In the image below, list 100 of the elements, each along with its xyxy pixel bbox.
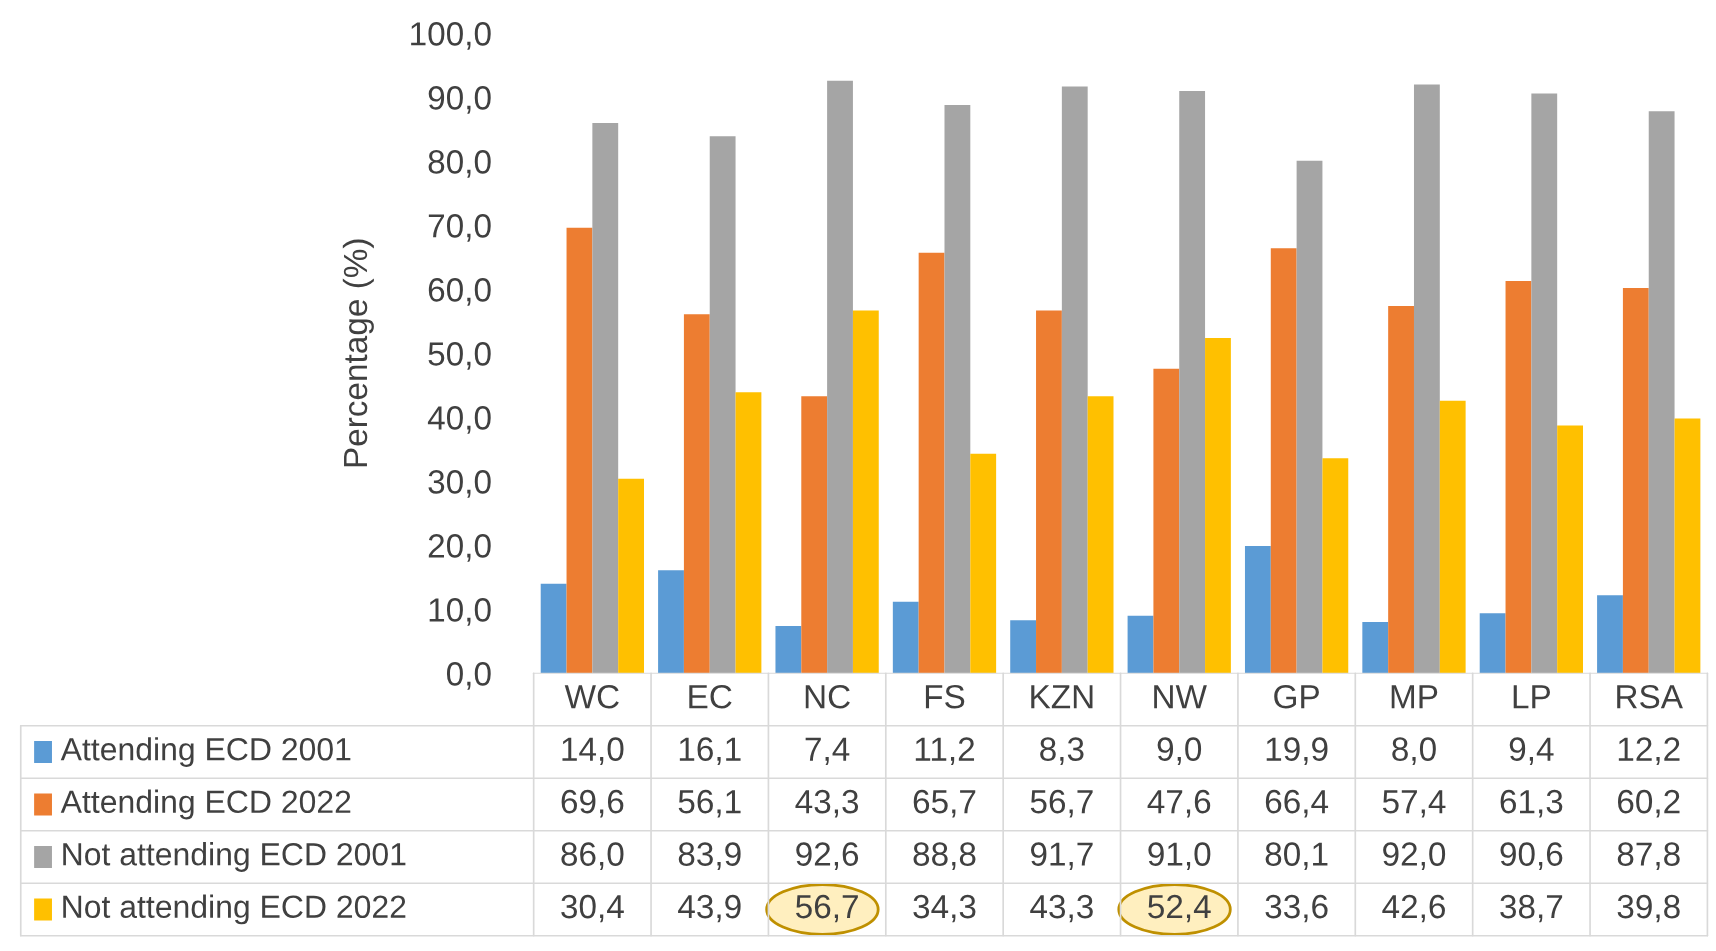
bar — [1622, 288, 1649, 674]
bar — [1244, 545, 1271, 674]
legend-label: Not attending ECD 2001 — [63, 842, 406, 872]
bar — [683, 314, 710, 674]
data-label: 52,4 — [1148, 894, 1211, 923]
bar — [1388, 305, 1414, 674]
data-label: 16,1 — [679, 737, 741, 765]
x-tick-label: MP — [1391, 685, 1438, 709]
data-label: 60,2 — [1617, 789, 1680, 818]
bar — [658, 570, 684, 674]
y-tick-label: 80,0 — [428, 150, 491, 178]
data-label: 61,3 — [1500, 789, 1563, 818]
bar — [1505, 280, 1532, 674]
bar — [540, 583, 567, 674]
data-label: 9,0 — [1157, 737, 1202, 765]
data-label: 9,4 — [1509, 737, 1554, 765]
data-label: 57,4 — [1382, 790, 1446, 818]
legend-label: Attending ECD 2001 — [60, 737, 351, 767]
data-label: 30,4 — [561, 894, 624, 923]
data-label: 39,8 — [1617, 894, 1680, 923]
data-label: 91,0 — [1148, 842, 1211, 870]
bar — [1322, 458, 1349, 674]
data-label: 43,3 — [1030, 894, 1093, 923]
x-tick-label: WC — [564, 684, 619, 709]
y-axis-title: Percentage (%) — [342, 239, 374, 467]
data-label: 66,4 — [1265, 789, 1329, 818]
y-tick-label: 40,0 — [427, 406, 491, 434]
bar — [592, 122, 619, 674]
y-tick-label: 90,0 — [428, 86, 491, 114]
y-tick-label: 10,0 — [429, 598, 491, 626]
data-label: 8,0 — [1392, 737, 1436, 765]
data-label: 12,2 — [1618, 737, 1680, 765]
x-tick-label: LP — [1513, 685, 1550, 709]
data-label: 56,7 — [796, 894, 858, 923]
data-label: 88,8 — [913, 842, 976, 870]
bar — [1179, 90, 1206, 674]
bar — [1597, 595, 1623, 674]
bar — [618, 478, 645, 674]
bar — [918, 252, 945, 674]
data-label: 92,6 — [796, 842, 859, 870]
data-label: 33,6 — [1265, 894, 1328, 923]
x-tick-label: NW — [1154, 685, 1207, 709]
x-tick-label: GP — [1274, 684, 1319, 709]
data-label: 14,0 — [562, 737, 624, 765]
data-label: 56,7 — [1030, 789, 1093, 818]
bar — [1153, 368, 1180, 674]
data-label: 34,3 — [913, 894, 976, 923]
bar — [944, 104, 971, 674]
data-label: 90,6 — [1500, 842, 1563, 870]
bar — [1362, 622, 1389, 674]
data-label: 38,7 — [1500, 894, 1563, 923]
x-tick-label: NC — [805, 684, 850, 709]
data-label: 83,9 — [678, 842, 741, 870]
y-tick-label: 60,0 — [428, 278, 491, 306]
data-label: 42,6 — [1382, 894, 1445, 923]
y-tick-label: 30,0 — [428, 470, 491, 498]
x-tick-label: FS — [925, 684, 965, 709]
y-tick-label: 100,0 — [411, 22, 491, 50]
bar — [1061, 86, 1088, 674]
data-label: 8,3 — [1040, 737, 1084, 765]
x-tick-label: RSA — [1617, 684, 1683, 709]
data-label: 80,1 — [1265, 842, 1328, 870]
bar — [1270, 248, 1297, 674]
bar — [1479, 613, 1506, 674]
bar — [1557, 425, 1583, 674]
data-label: 69,6 — [561, 789, 624, 818]
bar — [709, 136, 736, 674]
data-label: 87,8 — [1617, 842, 1680, 870]
bar — [775, 625, 802, 674]
data-label: 91,7 — [1030, 842, 1093, 870]
data-label: 47,6 — [1147, 789, 1211, 818]
data-label: 43,9 — [678, 894, 741, 923]
bar — [1531, 93, 1558, 674]
y-tick-label: 0,0 — [446, 662, 491, 690]
data-label: 65,7 — [913, 789, 976, 818]
bar — [1674, 418, 1701, 674]
legend-label: Not attending ECD 2022 — [63, 894, 406, 925]
bar — [1010, 620, 1037, 674]
y-tick-label: 70,0 — [428, 214, 491, 242]
bar — [827, 80, 853, 674]
bar — [1439, 400, 1466, 674]
data-label: 56,1 — [678, 789, 741, 818]
bar — [735, 392, 762, 674]
legend-label: Attending ECD 2022 — [60, 789, 351, 820]
data-label: 11,2 — [915, 737, 975, 765]
bar — [970, 453, 997, 674]
bar — [1087, 396, 1114, 674]
data-label: 86,0 — [561, 842, 624, 870]
bar — [1413, 84, 1440, 674]
bar — [1127, 615, 1154, 674]
bar — [852, 310, 879, 674]
y-tick-label: 50,0 — [428, 342, 491, 370]
bar — [1296, 160, 1323, 674]
data-label: 7,4 — [805, 737, 850, 765]
x-tick-label: EC — [689, 684, 732, 709]
x-tick-label: KZN — [1031, 685, 1093, 709]
bar — [892, 601, 919, 674]
bar — [801, 396, 828, 674]
data-label: 19,9 — [1266, 737, 1328, 765]
y-tick-label: 20,0 — [428, 534, 491, 562]
